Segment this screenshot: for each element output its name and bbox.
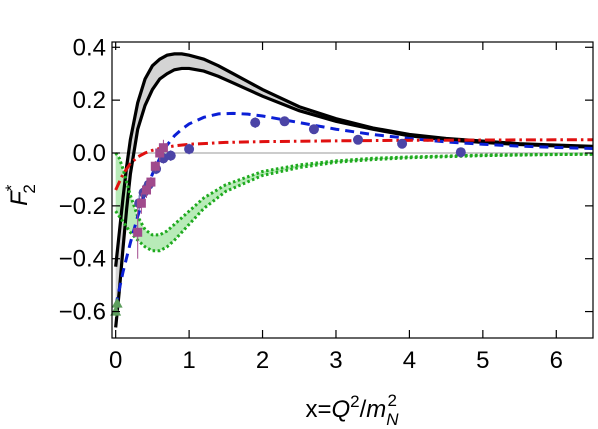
x-tick-label: 2: [256, 347, 269, 374]
data-point-circle: [397, 138, 408, 149]
y-tick-label: 0.2: [73, 87, 106, 114]
x-tick-label: 3: [329, 347, 342, 374]
band-0-lower-line: [114, 66, 593, 328]
data-point-circle: [184, 144, 195, 155]
x-tick-label: 0: [109, 347, 122, 374]
data-point-circle: [165, 150, 176, 161]
data-point-square: [142, 185, 152, 195]
data-point-square: [155, 148, 165, 158]
x-tick-label: 6: [550, 347, 563, 374]
data-point-triangle: [110, 305, 122, 316]
x-tick-label: 5: [476, 347, 489, 374]
x-axis-label: x=Q2/mN2: [305, 391, 399, 429]
y-tick-label: −0.2: [59, 193, 106, 220]
y-tick-label: 0.0: [73, 140, 106, 167]
x-tick-label: 1: [182, 347, 195, 374]
data-point-square: [158, 143, 168, 153]
data-point-square: [136, 198, 146, 208]
svg-text:F*2: F*2: [2, 184, 39, 206]
y-tick-label: −0.4: [59, 246, 106, 273]
y-axis-label: F*2: [2, 184, 39, 206]
band-fill-1: [115, 153, 593, 251]
data-point-circle: [279, 116, 290, 127]
data-point-square: [133, 227, 143, 237]
data-point-circle: [455, 147, 466, 158]
points-layer: [110, 116, 466, 317]
y-tick-label: −0.6: [59, 299, 106, 326]
x-tick-label: 4: [403, 347, 416, 374]
y-tick-label: 0.4: [73, 34, 106, 61]
data-point-square: [150, 161, 160, 171]
data-point-circle: [250, 117, 261, 128]
series-line-1: [114, 138, 593, 191]
data-point-circle: [353, 134, 364, 145]
series-line-0: [114, 111, 593, 307]
ticks-layer: 0 1 2 3 4 5 6 0.4 0.2 0.0 −0.2 −0.4 −0.6: [59, 34, 593, 374]
data-point-triangle: [111, 297, 123, 308]
bands-layer: [115, 53, 593, 328]
curves-layer: [114, 52, 593, 328]
data-point-square: [146, 177, 156, 187]
band-fill-0: [115, 53, 593, 328]
plot-frame: [111, 41, 594, 339]
band-1-lower-line: [114, 152, 593, 253]
data-point-circle: [308, 124, 319, 135]
